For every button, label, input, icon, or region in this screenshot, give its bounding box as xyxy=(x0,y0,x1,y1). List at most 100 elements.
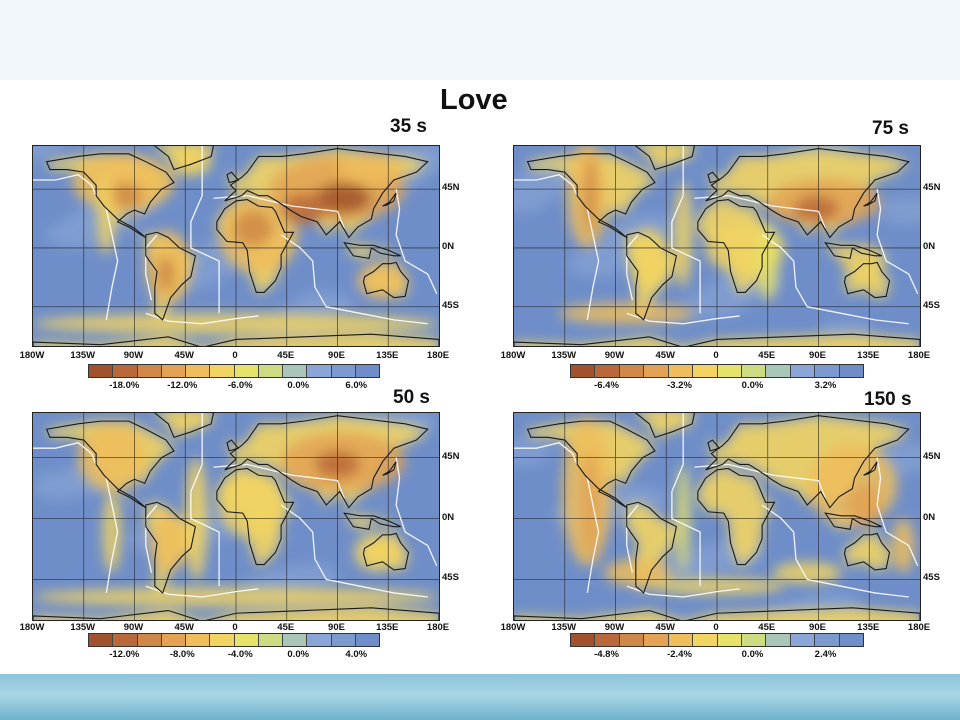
lon-tick-label: 180E xyxy=(426,350,450,361)
colorbar-segment xyxy=(839,634,864,646)
colorbar-segment xyxy=(717,634,742,646)
lat-tick-label: 0N xyxy=(442,240,455,252)
colorbar-label: 2.4% xyxy=(814,649,837,660)
lon-tick-label: 180W xyxy=(500,622,526,633)
colorbar-segment xyxy=(815,365,840,377)
colorbar-segment xyxy=(839,365,864,377)
colorbar-segment xyxy=(766,634,791,646)
map-p50 xyxy=(32,412,440,621)
lon-tick-label: 135W xyxy=(70,350,96,361)
lat-tick-label: 0N xyxy=(442,511,455,523)
colorbar-segment xyxy=(644,634,669,646)
colorbar-segment xyxy=(355,365,379,377)
lon-tick-label: 90W xyxy=(604,350,625,361)
colorbar-segment xyxy=(89,365,114,377)
colorbar-segment xyxy=(355,634,379,646)
colorbar-segment xyxy=(258,365,283,377)
figure-title: Love xyxy=(440,84,508,116)
colorbar-segment xyxy=(644,365,669,377)
colorbar-segment xyxy=(693,634,718,646)
colorbar-segment xyxy=(741,634,767,646)
colorbar-label: -12.0% xyxy=(167,380,198,391)
colorbar-label: 0.0% xyxy=(287,649,310,660)
colorbar-segment xyxy=(89,634,114,646)
lon-tick-label: 135E xyxy=(857,622,880,633)
colorbar-segment xyxy=(186,365,211,377)
colorbar-label: -4.0% xyxy=(227,649,253,660)
lon-tick-label: 180E xyxy=(907,622,931,633)
colorbar-label: 0.0% xyxy=(741,380,764,391)
lon-tick-label: 180W xyxy=(19,622,45,633)
lon-tick-label: 135E xyxy=(376,622,399,633)
colorbar-segment xyxy=(331,365,356,377)
map-p35 xyxy=(32,145,440,347)
lon-tick-label: 180E xyxy=(907,350,931,361)
slide-top-band xyxy=(0,0,960,80)
lat-tick-label: 45N xyxy=(442,182,460,194)
colorbar-p35 xyxy=(88,364,380,378)
colorbar-segment xyxy=(571,365,596,377)
colorbar-segment xyxy=(790,634,816,646)
lon-tick-label: 90W xyxy=(123,622,144,633)
lon-tick-label: 135E xyxy=(857,350,880,361)
map-canvas-p35 xyxy=(33,146,439,346)
colorbar-segment xyxy=(210,365,235,377)
colorbar-segment xyxy=(571,634,596,646)
lat-tick-label: 45S xyxy=(442,572,459,584)
colorbar-label: -4.8% xyxy=(594,649,619,660)
colorbar-label: -2.4% xyxy=(667,649,692,660)
colorbar-segment xyxy=(258,634,283,646)
panel-label-p50: 50 s xyxy=(393,387,430,408)
colorbar-segment xyxy=(137,365,162,377)
lat-tick-label: 45N xyxy=(923,182,941,194)
colorbar-segment xyxy=(668,365,694,377)
map-canvas-p50 xyxy=(33,413,439,620)
lon-tick-label: 45W xyxy=(174,622,195,633)
lon-tick-label: 180W xyxy=(500,350,526,361)
map-p150 xyxy=(513,412,921,621)
panel-label-p150: 150 s xyxy=(864,389,912,410)
map-canvas-p75 xyxy=(514,146,920,346)
colorbar-segment xyxy=(619,634,645,646)
lon-tick-label: 0 xyxy=(713,622,719,633)
lon-tick-label: 180E xyxy=(426,622,450,633)
lon-tick-label: 135W xyxy=(551,350,577,361)
lon-tick-label: 45W xyxy=(655,350,676,361)
colorbar-segment xyxy=(161,365,186,377)
colorbar-segment xyxy=(717,365,742,377)
colorbar-segment xyxy=(113,365,138,377)
colorbar-segment xyxy=(668,634,694,646)
lon-tick-label: 45E xyxy=(277,350,295,361)
colorbar-segment xyxy=(815,634,840,646)
lon-tick-label: 0 xyxy=(713,350,719,361)
colorbar-segment xyxy=(766,365,791,377)
lat-tick-label: 45S xyxy=(923,572,940,584)
colorbar-label: 4.0% xyxy=(345,649,368,660)
colorbar-p50 xyxy=(88,633,380,647)
colorbar-label: -18.0% xyxy=(109,380,140,391)
lon-tick-label: 135E xyxy=(376,350,399,361)
colorbar-segment xyxy=(595,365,620,377)
colorbar-segment xyxy=(283,634,308,646)
colorbar-segment xyxy=(331,634,356,646)
lon-tick-label: 45E xyxy=(277,622,295,633)
colorbar-segment xyxy=(307,634,332,646)
lon-tick-label: 45E xyxy=(758,350,776,361)
lon-tick-label: 90W xyxy=(604,622,625,633)
colorbar-segment xyxy=(307,365,332,377)
colorbar-segment xyxy=(283,365,308,377)
colorbar-segment xyxy=(790,365,816,377)
colorbar-label: 0.0% xyxy=(741,649,764,660)
colorbar-segment xyxy=(186,634,211,646)
colorbar-label: 6.0% xyxy=(345,380,368,391)
colorbar-label: -8.0% xyxy=(169,649,195,660)
lon-tick-label: 45W xyxy=(174,350,195,361)
colorbar-label: 3.2% xyxy=(814,380,837,391)
colorbar-segment xyxy=(113,634,138,646)
colorbar-segment xyxy=(619,365,645,377)
colorbar-segment xyxy=(234,634,259,646)
lon-tick-label: 135W xyxy=(551,622,577,633)
lon-tick-label: 90E xyxy=(809,350,826,361)
lat-tick-label: 0N xyxy=(923,511,936,523)
colorbar-segment xyxy=(210,634,235,646)
